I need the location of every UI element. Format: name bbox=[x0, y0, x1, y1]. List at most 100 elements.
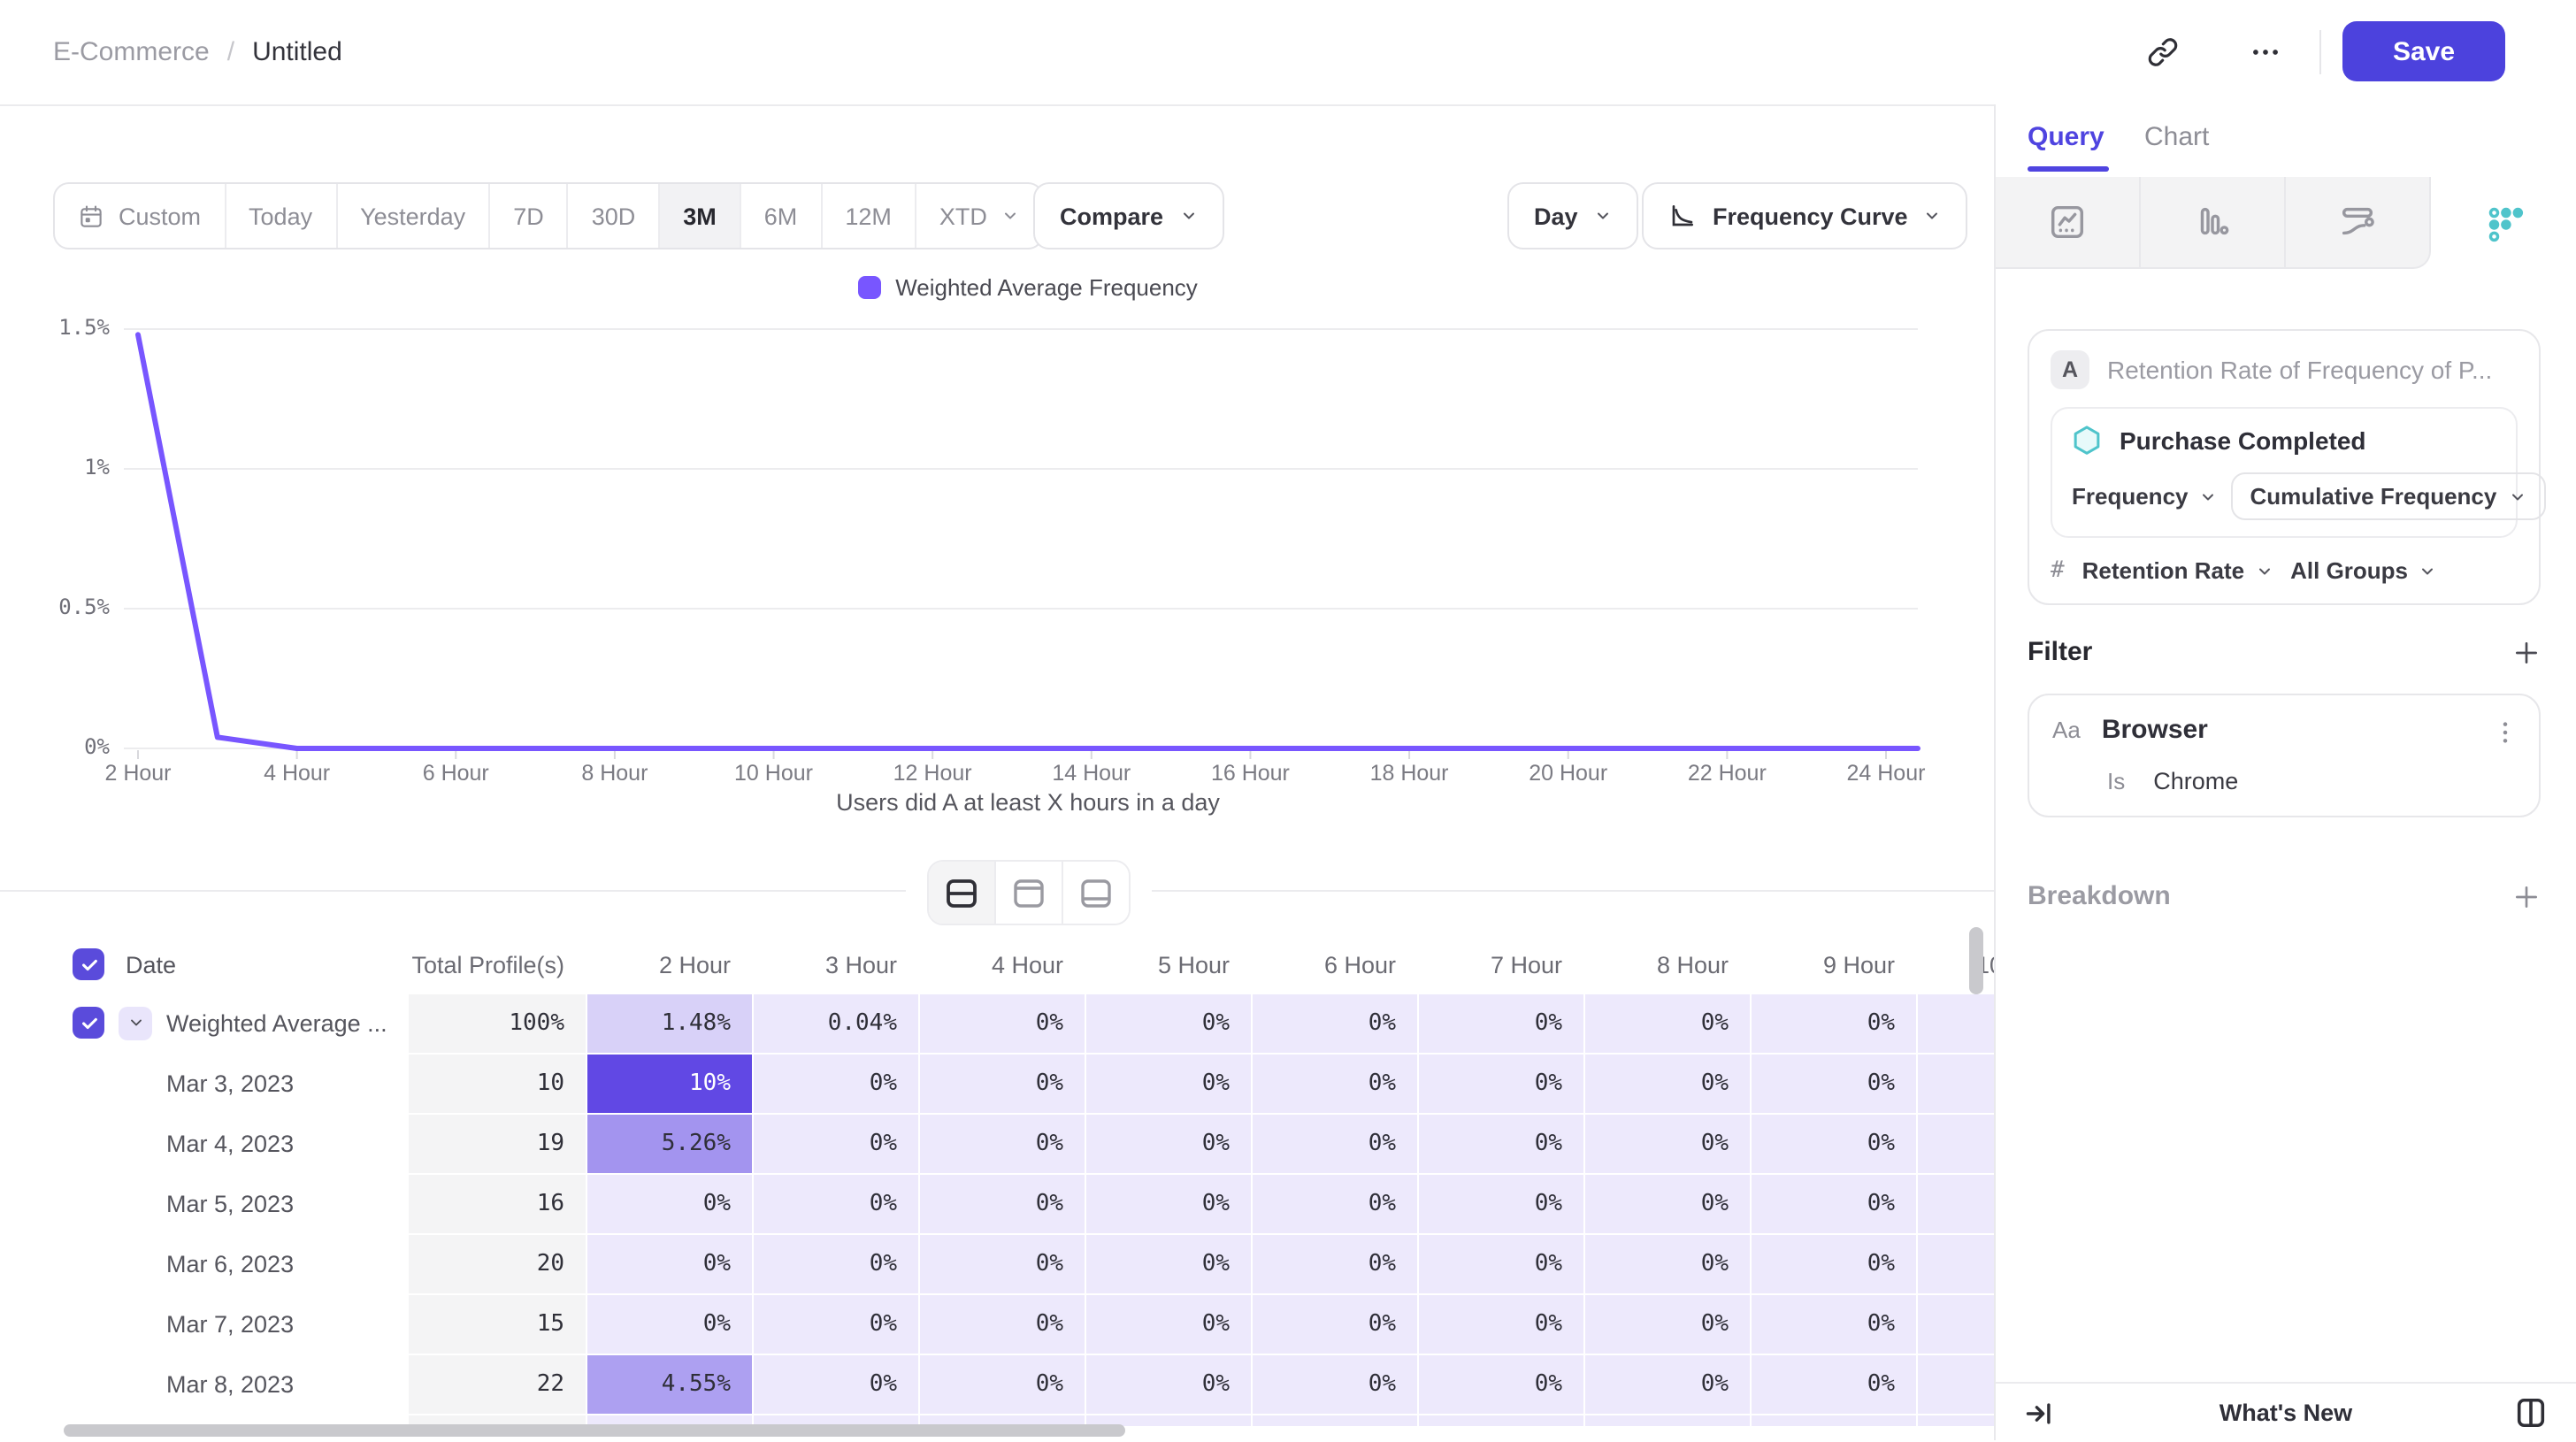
row-label: Mar 6, 2023 bbox=[166, 1250, 295, 1277]
groups-dropdown[interactable]: All Groups bbox=[2290, 557, 2436, 584]
active-tab-underline bbox=[2028, 166, 2109, 172]
retention-cell: 0% bbox=[1419, 1235, 1583, 1292]
chart-type-bar[interactable] bbox=[2141, 177, 2286, 269]
column-header-total-profile-s-[interactable]: Total Profile(s) bbox=[411, 951, 564, 978]
range-6m[interactable]: 6M bbox=[739, 184, 821, 248]
chevron-down-icon bbox=[1004, 212, 1016, 219]
collapse-sidebar-icon[interactable] bbox=[2024, 1397, 2056, 1429]
total-profiles-cell: 22 bbox=[409, 1355, 586, 1413]
event-name: Purchase Completed bbox=[2120, 426, 2366, 455]
chevron-down-icon bbox=[2512, 493, 2524, 500]
property-type-icon: Aa bbox=[2052, 717, 2081, 743]
save-button[interactable]: Save bbox=[2342, 21, 2505, 81]
column-header-7-hour[interactable]: 7 Hour bbox=[1490, 951, 1562, 978]
column-header-9-hour[interactable]: 9 Hour bbox=[1822, 951, 1895, 978]
range-7d[interactable]: 7D bbox=[488, 184, 567, 248]
range-30d[interactable]: 30D bbox=[566, 184, 659, 248]
range-custom[interactable]: Custom bbox=[55, 184, 224, 248]
column-header-3-hour[interactable]: 3 Hour bbox=[824, 951, 897, 978]
chart-type-retention[interactable] bbox=[2431, 177, 2576, 269]
retention-rate-label: Retention Rate bbox=[2082, 557, 2245, 584]
breadcrumb-report-title[interactable]: Untitled bbox=[252, 37, 342, 67]
filter-property[interactable]: Browser bbox=[2101, 715, 2208, 745]
more-options-button[interactable] bbox=[2235, 21, 2295, 81]
panel-layout-icon[interactable] bbox=[2514, 1396, 2548, 1430]
x-axis-tick: 4 Hour bbox=[264, 761, 331, 786]
filter-operator[interactable]: Is bbox=[2107, 768, 2126, 794]
retention-cell: 0% bbox=[1253, 1355, 1417, 1413]
retention-cell: 0% bbox=[1918, 994, 1994, 1052]
measure-type-dropdown[interactable]: Cumulative Frequency bbox=[2230, 472, 2547, 520]
x-axis-tick: 18 Hour bbox=[1369, 761, 1449, 786]
add-breakdown-button[interactable] bbox=[2512, 882, 2541, 910]
column-header-6-hour[interactable]: 6 Hour bbox=[1323, 951, 1396, 978]
column-header-2-hour[interactable]: 2 Hour bbox=[658, 951, 731, 978]
horizontal-scrollbar[interactable] bbox=[64, 1424, 1125, 1437]
filter-menu-button[interactable] bbox=[2486, 713, 2525, 752]
vertical-scrollbar[interactable] bbox=[1969, 927, 1983, 994]
retention-cell: 0% bbox=[1752, 1115, 1916, 1172]
chart-type-insights[interactable] bbox=[1996, 177, 2141, 269]
range-3m[interactable]: 3M bbox=[658, 184, 740, 248]
layout-split-button[interactable] bbox=[929, 862, 994, 924]
range-12m[interactable]: 12M bbox=[820, 184, 915, 248]
retention-cell: 0% bbox=[754, 1055, 918, 1112]
retention-rate-dropdown[interactable]: Retention Rate bbox=[2082, 557, 2273, 584]
legend-label: Weighted Average Frequency bbox=[895, 274, 1198, 301]
retention-cell: 0% bbox=[1585, 1055, 1750, 1112]
range-yesterday[interactable]: Yesterday bbox=[335, 184, 488, 248]
retention-cell: 0% bbox=[754, 1115, 918, 1172]
retention-cell: 0% bbox=[1086, 1115, 1251, 1172]
range-label: Yesterday bbox=[360, 203, 466, 229]
compare-button[interactable]: Compare bbox=[1033, 182, 1224, 249]
measure-dropdown[interactable]: Frequency bbox=[2072, 483, 2217, 510]
layout-chart-only-button[interactable] bbox=[994, 862, 1062, 924]
select-all-checkbox[interactable] bbox=[73, 948, 104, 980]
column-header-5-hour[interactable]: 5 Hour bbox=[1157, 951, 1230, 978]
total-profiles-cell: 16 bbox=[409, 1175, 586, 1232]
granularity-dropdown[interactable]: Day bbox=[1507, 182, 1638, 249]
x-axis-tick: 24 Hour bbox=[1846, 761, 1926, 786]
tab-chart[interactable]: Chart bbox=[2144, 122, 2210, 152]
retention-cell: 5.26% bbox=[587, 1115, 752, 1172]
column-header-label: Date bbox=[126, 951, 177, 978]
range-today[interactable]: Today bbox=[224, 184, 335, 248]
row-label-cell: Mar 3, 2023 bbox=[0, 1055, 407, 1112]
retention-cell: 0% bbox=[1752, 994, 1916, 1052]
row-checkbox[interactable] bbox=[73, 1007, 104, 1039]
sidebar-footer: What's New bbox=[1996, 1382, 2576, 1442]
filter-value[interactable]: Chrome bbox=[2153, 768, 2239, 794]
retention-cell: 0% bbox=[587, 1235, 752, 1292]
column-header-8-hour[interactable]: 8 Hour bbox=[1656, 951, 1729, 978]
chart-type-flow[interactable] bbox=[2286, 177, 2431, 269]
range-label: 3M bbox=[683, 203, 717, 229]
retention-cell: 0% bbox=[1752, 1175, 1916, 1232]
breadcrumb-project[interactable]: E-Commerce bbox=[53, 37, 210, 67]
retention-cell: 0% bbox=[754, 1355, 918, 1413]
query-title[interactable]: Retention Rate of Frequency of P... bbox=[2107, 356, 2493, 384]
calendar-icon bbox=[80, 204, 102, 226]
retention-cell: 0% bbox=[1253, 1115, 1417, 1172]
legend-item[interactable]: Weighted Average Frequency bbox=[858, 274, 1198, 301]
x-axis-tick: 14 Hour bbox=[1052, 761, 1131, 786]
column-header-4-hour[interactable]: 4 Hour bbox=[991, 951, 1063, 978]
breadcrumb: E-Commerce / Untitled bbox=[53, 0, 342, 104]
total-profiles-cell: 19 bbox=[409, 1115, 586, 1172]
chevron-down-icon bbox=[1927, 212, 1938, 219]
column-header-date[interactable]: Date bbox=[0, 940, 407, 989]
copy-link-button[interactable] bbox=[2132, 21, 2192, 81]
layout-table-only-button[interactable] bbox=[1062, 862, 1129, 924]
retention-cell: 0% bbox=[1918, 1055, 1994, 1112]
retention-cell: 0% bbox=[1752, 1235, 1916, 1292]
add-filter-button[interactable] bbox=[2512, 638, 2541, 666]
retention-cell: 0% bbox=[920, 1355, 1085, 1413]
range-xtd[interactable]: XTD bbox=[914, 184, 1042, 248]
row-expander[interactable] bbox=[119, 1006, 152, 1040]
view-mode-dropdown[interactable]: Frequency Curve bbox=[1642, 182, 1968, 249]
whats-new-link[interactable]: What's New bbox=[2219, 1400, 2353, 1426]
layout-toggle-group bbox=[906, 856, 1152, 929]
y-axis-tick: 0% bbox=[84, 734, 110, 759]
event-row[interactable]: Purchase Completed bbox=[2072, 425, 2496, 456]
tab-query[interactable]: Query bbox=[2028, 122, 2104, 152]
